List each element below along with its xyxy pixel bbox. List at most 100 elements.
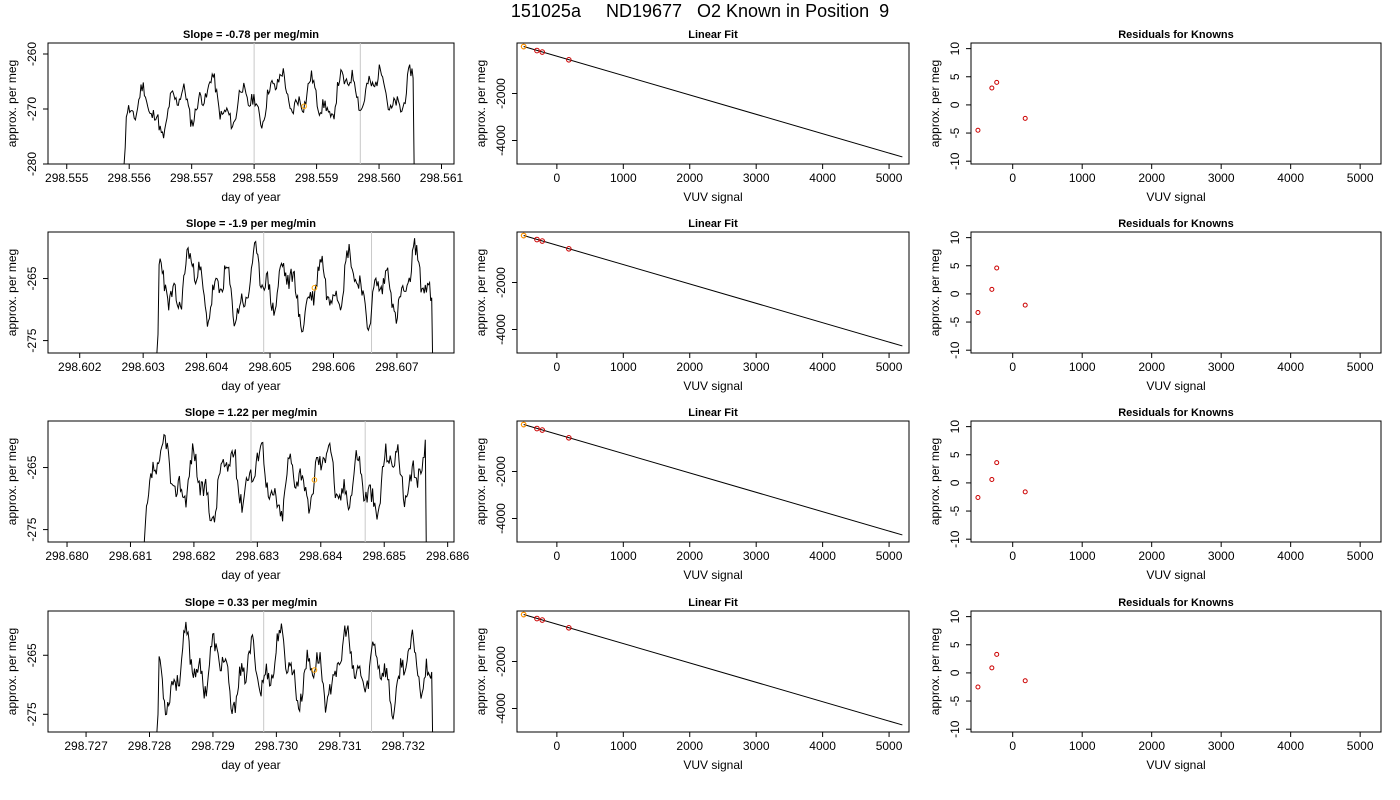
fit-line: [523, 46, 903, 158]
slope-title: Slope = 1.22 per meg/min: [185, 407, 318, 419]
time-xtick-label: 298.729: [191, 739, 235, 753]
fit-xtick-label: 2000: [676, 360, 703, 374]
residual-point: [989, 286, 995, 292]
time-plot-frame: [47, 610, 455, 733]
residuals-title: Residuals for Knowns: [1118, 29, 1234, 41]
resid-ytick-label: 0: [948, 479, 962, 486]
fit-point: [534, 47, 540, 54]
fit-xlabel: VUV signal: [683, 190, 742, 204]
fit-xtick-label: 0: [554, 549, 561, 563]
known-point: [301, 103, 307, 110]
resid-xtick-label: 5000: [1347, 549, 1374, 563]
resid-ytick-label: -10: [948, 530, 962, 548]
resid-xtick-label: 5000: [1347, 360, 1374, 374]
time-ylabel: approx. per meg: [5, 438, 19, 525]
fit-xtick-label: 2000: [676, 549, 703, 563]
time-xtick-label: 298.556: [108, 171, 152, 185]
fit-plot-frame: [516, 42, 910, 165]
residual-point: [989, 85, 995, 91]
resid-xtick-label: 1000: [1069, 549, 1096, 563]
resid-xtick-label: 0: [1009, 360, 1016, 374]
residual-point: [994, 651, 1000, 657]
resid-xtick-label: 4000: [1277, 739, 1304, 753]
resid-ytick-label: 5: [948, 262, 962, 269]
time-ytick-label: -260: [25, 42, 39, 66]
fit-point: [534, 236, 540, 243]
resid-xtick-label: 4000: [1277, 360, 1304, 374]
slope-title: Slope = -1.9 per meg/min: [186, 218, 316, 230]
resid-plot-frame: [970, 610, 1382, 733]
residual-point: [994, 460, 1000, 466]
resid-xtick-label: 4000: [1277, 171, 1304, 185]
resid-xtick-label: 2000: [1138, 549, 1165, 563]
time-xtick-label: 298.682: [172, 549, 216, 563]
fit-plot-frame: [516, 610, 910, 733]
resid-xtick-label: 5000: [1347, 171, 1374, 185]
residual-point: [1022, 678, 1028, 684]
fit-xtick-label: 3000: [743, 171, 770, 185]
fit-line: [523, 614, 903, 726]
time-ytick-label: -265: [25, 455, 39, 479]
signal-trace: [156, 238, 434, 353]
known-point: [311, 477, 318, 483]
residual-point: [975, 684, 981, 690]
fit-ytick-label: -4000: [494, 314, 508, 345]
residual-point: [975, 495, 981, 501]
resid-xtick-label: 0: [1009, 171, 1016, 185]
resid-xlabel: VUV signal: [1146, 758, 1205, 772]
fit-xtick-label: 0: [554, 171, 561, 185]
resid-ylabel: approx. per meg: [928, 438, 942, 525]
fit-ytick-label: -4000: [494, 503, 508, 534]
linear-fit-title: Linear Fit: [688, 597, 738, 609]
fit-ytick-label: -2000: [494, 267, 508, 298]
fit-xtick-label: 5000: [876, 739, 903, 753]
resid-xlabel: VUV signal: [1146, 568, 1205, 582]
resid-xtick-label: 0: [1009, 549, 1016, 563]
residual-point: [994, 265, 1000, 271]
time-ytick-label: -275: [25, 702, 39, 726]
fit-xtick-label: 4000: [809, 171, 836, 185]
fit-plot-frame: [516, 420, 910, 543]
resid-ytick-label: -10: [948, 341, 962, 359]
resid-xlabel: VUV signal: [1146, 379, 1205, 393]
time-xtick-label: 298.559: [295, 171, 339, 185]
time-xtick-label: 298.605: [248, 360, 292, 374]
fit-highlight-point: [520, 232, 527, 239]
time-xtick-label: 298.603: [121, 360, 165, 374]
time-plot-frame: [47, 42, 455, 165]
resid-ytick-label: -5: [948, 127, 962, 138]
figure-title: 151025a ND19677 O2 Known in Position 9: [510, 1, 890, 21]
resid-ytick-label: -10: [948, 152, 962, 170]
time-ytick-label: -275: [25, 517, 39, 541]
time-ytick-label: -280: [25, 152, 39, 176]
fit-line: [523, 235, 903, 347]
resid-ytick-label: 5: [948, 641, 962, 648]
resid-ylabel: approx. per meg: [928, 628, 942, 715]
fit-point: [566, 434, 572, 441]
fit-point: [539, 617, 546, 623]
resid-xtick-label: 3000: [1208, 739, 1235, 753]
resid-xtick-label: 2000: [1138, 171, 1165, 185]
resid-xtick-label: 3000: [1208, 549, 1235, 563]
signal-trace: [123, 64, 415, 164]
resid-ytick-label: 10: [948, 42, 962, 56]
fit-point: [534, 615, 540, 622]
resid-ytick-label: 10: [948, 231, 962, 245]
time-ytick-label: -270: [25, 97, 39, 121]
time-ytick-label: -275: [25, 328, 39, 352]
fit-xtick-label: 4000: [809, 739, 836, 753]
fit-xtick-label: 4000: [809, 360, 836, 374]
time-ytick-label: -265: [25, 643, 39, 667]
fit-ytick-label: -2000: [494, 456, 508, 487]
time-xtick-label: 298.561: [420, 171, 464, 185]
time-xtick-label: 298.727: [64, 739, 108, 753]
fit-xtick-label: 2000: [676, 739, 703, 753]
fit-point: [566, 56, 572, 63]
time-xtick-label: 298.685: [363, 549, 407, 563]
time-xtick-label: 298.731: [318, 739, 362, 753]
time-ylabel: approx. per meg: [5, 60, 19, 147]
fit-xtick-label: 5000: [876, 360, 903, 374]
fit-xtick-label: 5000: [876, 171, 903, 185]
time-xtick-label: 298.560: [357, 171, 401, 185]
fit-xtick-label: 4000: [809, 549, 836, 563]
